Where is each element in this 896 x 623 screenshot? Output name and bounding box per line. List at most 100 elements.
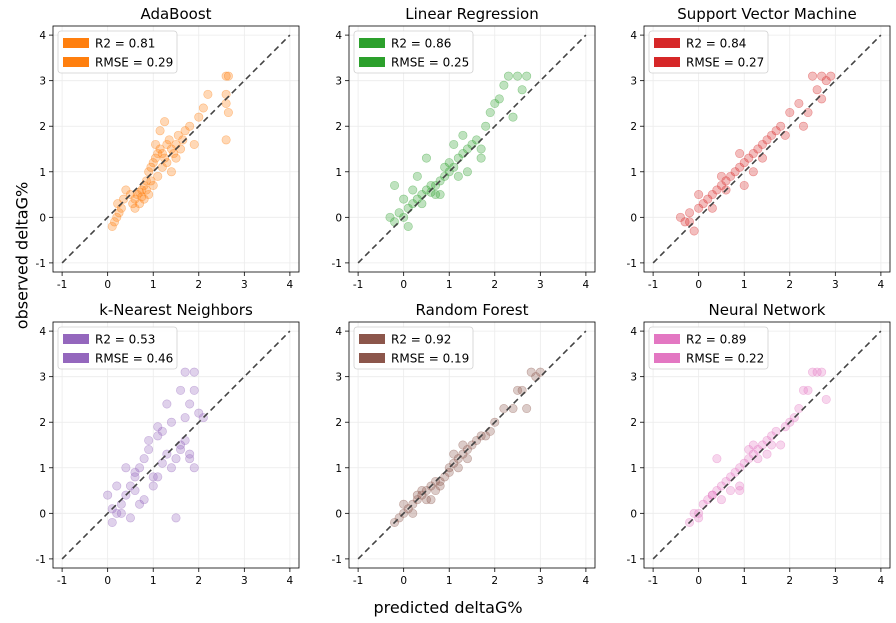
- data-point: [185, 454, 195, 464]
- data-point: [128, 199, 138, 209]
- data-point: [139, 495, 149, 505]
- subplot-title: Neural Network: [709, 301, 826, 319]
- x-tick-label: 3: [832, 279, 839, 291]
- data-point: [146, 162, 156, 172]
- data-point: [694, 190, 704, 200]
- data-point: [162, 399, 172, 409]
- x-tick-label: 0: [400, 575, 407, 587]
- data-point: [160, 117, 170, 127]
- data-point: [481, 121, 491, 131]
- y-tick-label: 3: [630, 372, 637, 384]
- data-point: [744, 153, 754, 163]
- data-point: [431, 486, 441, 496]
- data-point: [526, 367, 536, 377]
- data-point: [412, 171, 422, 181]
- x-tick-label: 2: [491, 575, 498, 587]
- y-tick-label: 1: [335, 463, 342, 475]
- data-point: [812, 85, 822, 95]
- x-tick-label: 4: [583, 279, 590, 291]
- data-point: [748, 440, 758, 450]
- data-point: [130, 472, 140, 482]
- data-point: [757, 153, 767, 163]
- axes-frame: [643, 25, 891, 273]
- data-point: [139, 194, 149, 204]
- y-tick-label: 3: [335, 76, 342, 88]
- data-point: [223, 108, 233, 118]
- x-tick-label: -1: [57, 575, 67, 587]
- data-point: [513, 71, 523, 81]
- data-point: [112, 481, 122, 491]
- data-point: [426, 495, 436, 505]
- data-point: [707, 490, 717, 500]
- data-point: [803, 385, 813, 395]
- x-tick-label: -1: [353, 279, 363, 291]
- data-point: [421, 495, 431, 505]
- data-point: [185, 399, 195, 409]
- data-point: [137, 185, 147, 195]
- data-point: [107, 221, 117, 231]
- legend-label: R2 = 0.84: [686, 37, 746, 51]
- data-point: [531, 372, 541, 382]
- reference-line: [61, 330, 291, 560]
- data-point: [767, 440, 777, 450]
- data-point: [508, 112, 518, 122]
- data-point: [762, 449, 772, 459]
- data-point: [135, 499, 145, 509]
- data-point: [472, 135, 482, 145]
- data-point: [146, 176, 156, 186]
- data-point: [513, 385, 523, 395]
- data-point: [162, 139, 172, 149]
- data-point: [785, 108, 795, 118]
- data-point: [399, 499, 409, 509]
- data-point: [189, 463, 199, 473]
- y-tick-label: 1: [630, 167, 637, 179]
- data-point: [817, 94, 827, 104]
- data-point: [153, 422, 163, 432]
- subplot-4: -1 0 1 2 3 4 -1 0 1 2 3 4 k-Nearest Neighbors R2 = 0.…: [36, 301, 300, 587]
- y-tick-label: 0: [335, 508, 342, 520]
- y-tick-label: 4: [39, 326, 46, 338]
- y-tick-label: 4: [630, 30, 637, 42]
- subplot-title: Linear Regression: [405, 5, 538, 23]
- data-point: [694, 203, 704, 213]
- data-point: [148, 481, 158, 491]
- x-tick-label: 2: [786, 279, 793, 291]
- data-point: [148, 158, 158, 168]
- data-point: [139, 454, 149, 464]
- legend-label: RMSE = 0.19: [391, 352, 469, 366]
- data-point: [157, 149, 167, 159]
- data-point: [780, 130, 790, 140]
- y-tick-label: 4: [39, 30, 46, 42]
- data-point: [744, 445, 754, 455]
- data-point: [135, 187, 145, 197]
- data-point: [757, 139, 767, 149]
- data-point: [426, 187, 436, 197]
- data-point: [130, 203, 140, 213]
- data-point: [453, 463, 463, 473]
- x-tick-label: 1: [741, 279, 748, 291]
- data-point: [490, 98, 500, 108]
- data-point: [453, 171, 463, 181]
- data-point: [435, 190, 445, 200]
- data-point: [458, 440, 468, 450]
- data-point: [148, 472, 158, 482]
- data-point: [767, 130, 777, 140]
- data-point: [431, 190, 441, 200]
- y-tick-label: 2: [335, 121, 342, 133]
- reference-line: [652, 34, 882, 264]
- data-point: [385, 212, 395, 222]
- subplot-title: k-Nearest Neighbors: [99, 301, 253, 319]
- x-tick-label: 0: [695, 279, 702, 291]
- x-tick-label: 4: [583, 575, 590, 587]
- data-point: [130, 486, 140, 496]
- legend-label: R2 = 0.86: [391, 37, 451, 51]
- data-point: [171, 513, 181, 523]
- data-point: [522, 71, 532, 81]
- y-tick-label: 1: [39, 463, 46, 475]
- axes-frame: [348, 321, 596, 569]
- data-point: [462, 454, 472, 464]
- reference-line: [61, 34, 291, 264]
- x-tick-label: 1: [741, 575, 748, 587]
- data-point: [675, 212, 685, 222]
- y-tick-label: 1: [335, 167, 342, 179]
